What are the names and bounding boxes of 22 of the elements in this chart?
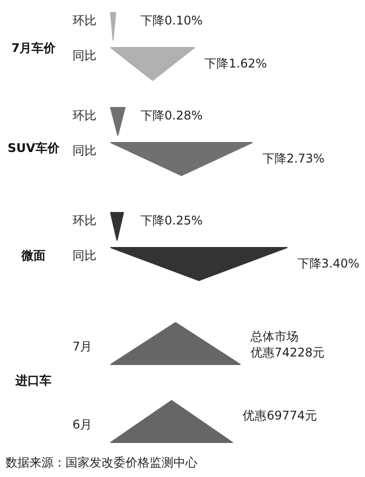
data-label: 下降3.40% — [297, 256, 360, 270]
data-label: 下降2.73% — [262, 152, 325, 166]
text: 进口车 — [14, 374, 52, 388]
source-note: 数据来源：国家发改委价格监测中心 — [6, 456, 198, 470]
text: 7月车价 — [11, 41, 57, 55]
category-label: 同比 — [72, 48, 96, 62]
category-label: 同比 — [72, 144, 96, 158]
data-label: 下降0.10% — [140, 14, 203, 28]
data-label: 下降0.25% — [140, 214, 203, 228]
category-label: 环比 — [72, 108, 96, 122]
category-label: 环比 — [72, 214, 96, 228]
data-label: 下降0.28% — [140, 108, 203, 122]
category-label: 环比 — [72, 14, 96, 28]
data-label: 优惠69774元 — [242, 408, 317, 422]
text: 总体市场 — [250, 330, 298, 344]
category-label: 6月 — [72, 418, 92, 432]
category-label: 同比 — [72, 248, 96, 262]
data-label: 下降1.62% — [204, 56, 267, 70]
data-label: 优惠74228元 — [250, 346, 325, 360]
text: SUV车价 — [8, 141, 60, 155]
text: 微面 — [20, 248, 46, 262]
category-label: 7月 — [72, 340, 92, 354]
